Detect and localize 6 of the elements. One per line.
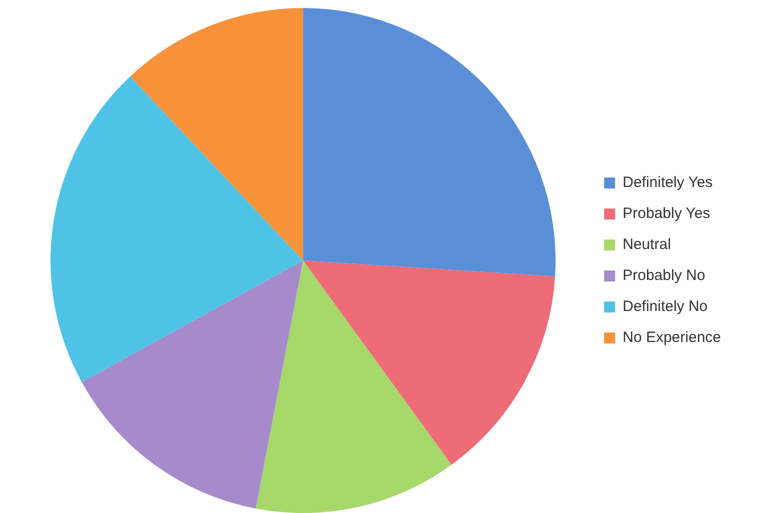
legend-label: Definitely Yes [622,174,713,192]
legend-label: Definitely No [622,298,708,316]
legend-label: Neutral [622,236,671,254]
legend-label: No Experience [622,329,722,346]
legend-label: Probably Yes [622,205,710,222]
legend-label: Probably No [622,267,706,284]
